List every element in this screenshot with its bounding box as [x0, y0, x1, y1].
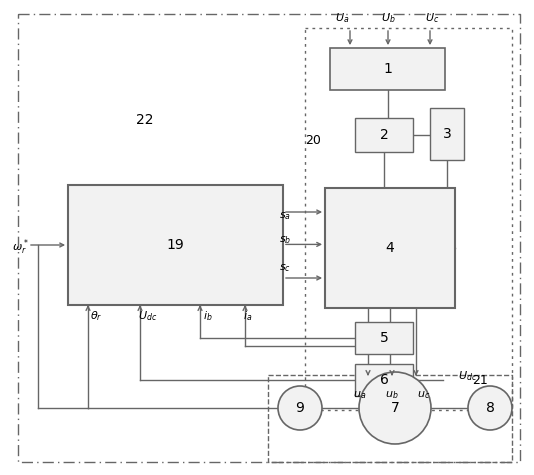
Text: $u_c$: $u_c$: [418, 389, 430, 401]
Text: $\theta_r$: $\theta_r$: [90, 309, 102, 323]
Text: 1: 1: [383, 62, 392, 76]
Bar: [68, 185, 283, 305]
Text: 3: 3: [443, 127, 451, 141]
Text: $U_c$: $U_c$: [425, 11, 439, 25]
Text: 21: 21: [472, 373, 488, 387]
Text: $i_b$: $i_b$: [203, 309, 213, 323]
Circle shape: [359, 372, 431, 444]
Text: $U_a$: $U_a$: [335, 11, 349, 25]
Text: $U_{dc}$: $U_{dc}$: [458, 369, 477, 383]
Bar: [355, 322, 413, 354]
Text: $i_a$: $i_a$: [244, 309, 253, 323]
Bar: [325, 188, 455, 308]
Circle shape: [278, 386, 322, 430]
Text: $s_b$: $s_b$: [279, 234, 291, 246]
Text: 9: 9: [295, 401, 304, 415]
Text: $u_a$: $u_a$: [354, 389, 367, 401]
Bar: [330, 48, 445, 90]
Text: $U_b$: $U_b$: [381, 11, 395, 25]
Text: 8: 8: [485, 401, 494, 415]
Bar: [355, 364, 413, 396]
Text: $s_c$: $s_c$: [279, 262, 291, 274]
Text: 2: 2: [380, 128, 388, 142]
Bar: [355, 118, 413, 152]
Text: $\omega_r^*$: $\omega_r^*$: [12, 237, 28, 257]
Text: 7: 7: [391, 401, 399, 415]
Circle shape: [468, 386, 512, 430]
Text: $u_b$: $u_b$: [385, 389, 399, 401]
Text: 5: 5: [380, 331, 388, 345]
Bar: [430, 108, 464, 160]
Text: 22: 22: [136, 113, 154, 127]
Text: $s_a$: $s_a$: [279, 210, 291, 222]
Text: 4: 4: [386, 241, 395, 255]
Text: 6: 6: [380, 373, 388, 387]
Text: $U_{dc}$: $U_{dc}$: [138, 309, 158, 323]
Text: 19: 19: [167, 238, 184, 252]
Text: 20: 20: [305, 133, 321, 146]
